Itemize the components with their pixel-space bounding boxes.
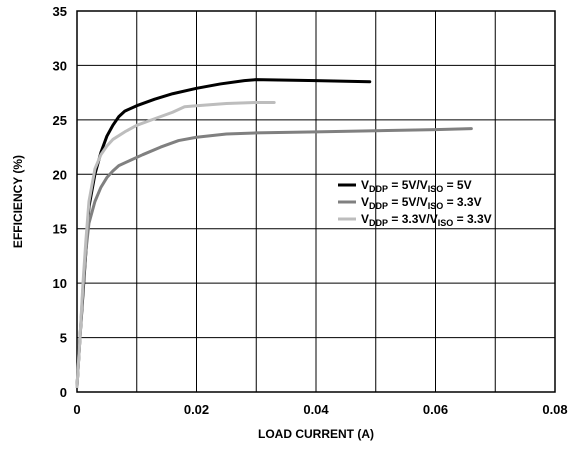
y-tick-label: 0 bbox=[60, 385, 67, 400]
grid bbox=[77, 11, 555, 392]
y-tick-label: 35 bbox=[53, 4, 67, 19]
x-tick-label: 0.04 bbox=[303, 402, 329, 417]
legend: VDDP = 5V/VISO = 5V VDDP = 5V/VISO = 3.3… bbox=[338, 178, 492, 228]
legend-label-series-1: VDDP = 5V/VISO = 5V bbox=[361, 178, 472, 194]
y-tick-label: 5 bbox=[60, 331, 67, 346]
x-tick-label: 0.06 bbox=[423, 402, 448, 417]
y-tick-label: 15 bbox=[53, 222, 67, 237]
y-tick-label: 30 bbox=[53, 58, 67, 73]
x-tick-label: 0.02 bbox=[184, 402, 209, 417]
series-line-1 bbox=[75, 78, 372, 389]
y-tick-label: 25 bbox=[53, 113, 67, 128]
series-lines bbox=[75, 78, 473, 389]
legend-label-series-3: VDDP = 3.3V/VISO = 3.3V bbox=[361, 212, 492, 228]
plot-frame bbox=[76, 10, 556, 393]
tick-labels: 0 0.02 0.04 0.06 0.08 0 5 10 15 20 25 30 35 bbox=[53, 4, 568, 417]
legend-label-series-2: VDDP = 5V/VISO = 3.3V bbox=[361, 195, 482, 211]
series-line-3 bbox=[75, 100, 276, 389]
y-axis-label: EFFICIENCY (%) bbox=[11, 155, 25, 248]
x-tick-label: 0.08 bbox=[542, 402, 567, 417]
x-tick-label: 0 bbox=[73, 402, 80, 417]
y-tick-label: 10 bbox=[53, 276, 67, 291]
series-line-2 bbox=[75, 127, 473, 389]
y-tick-label: 20 bbox=[53, 167, 67, 182]
x-axis-label: LOAD CURRENT (A) bbox=[258, 427, 374, 441]
